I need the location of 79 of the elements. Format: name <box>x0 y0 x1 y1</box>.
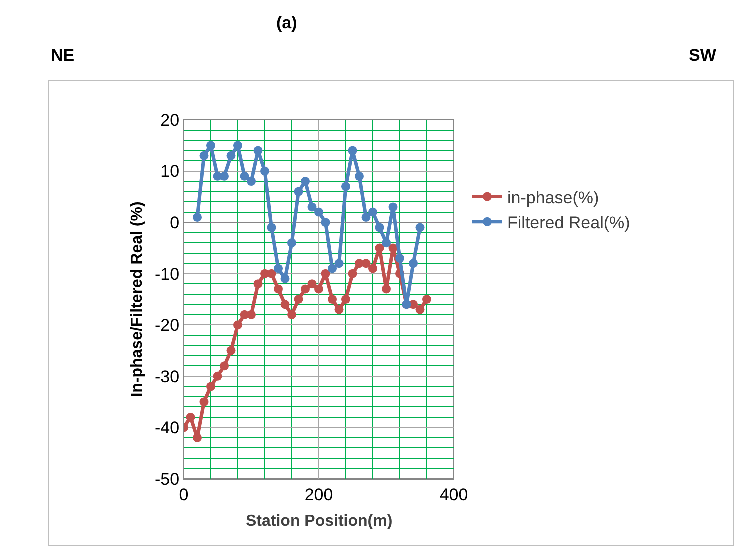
point <box>294 187 304 196</box>
point <box>396 254 404 263</box>
point <box>334 305 344 314</box>
point <box>226 346 236 356</box>
point <box>213 372 222 381</box>
y-tick-label: -50 <box>155 470 180 489</box>
point <box>254 146 263 156</box>
point <box>240 172 250 181</box>
y-tick-label: -20 <box>155 316 180 336</box>
point <box>200 151 209 160</box>
point <box>301 177 310 186</box>
point <box>342 182 350 192</box>
point <box>274 264 283 274</box>
point <box>288 238 296 248</box>
y-tick-label: -30 <box>155 367 180 386</box>
point <box>388 244 398 253</box>
point <box>362 259 371 268</box>
point <box>348 146 358 156</box>
point <box>220 362 229 371</box>
point <box>355 172 364 181</box>
x-tick-label: 400 <box>440 485 468 504</box>
point <box>382 238 391 248</box>
point <box>234 141 242 150</box>
y-tick-label: 10 <box>160 162 180 182</box>
point <box>308 280 317 289</box>
point <box>254 280 263 289</box>
point <box>375 223 384 232</box>
point <box>422 295 432 304</box>
point <box>416 305 425 314</box>
point <box>368 264 378 274</box>
point <box>288 310 296 320</box>
text: SW <box>689 46 718 65</box>
point <box>294 295 304 304</box>
point <box>328 295 337 304</box>
y-tick-label: -10 <box>155 264 180 284</box>
point <box>193 212 202 222</box>
point <box>328 264 337 274</box>
point <box>321 218 330 228</box>
point <box>362 212 371 222</box>
point <box>267 223 276 232</box>
point <box>375 244 384 253</box>
point <box>186 412 196 422</box>
point <box>342 295 350 304</box>
y-tick-label: -40 <box>155 418 180 438</box>
point <box>226 151 236 160</box>
point <box>267 269 276 278</box>
point <box>368 208 378 217</box>
y-axis-title: In-phase/Filtered Real (%) <box>128 202 146 398</box>
point <box>247 177 256 186</box>
x-tick-label: 200 <box>304 485 334 504</box>
point <box>301 284 310 294</box>
point <box>200 398 209 407</box>
point <box>314 208 324 217</box>
point <box>206 382 216 392</box>
point <box>247 310 256 320</box>
chart-title: (a) <box>276 13 298 32</box>
point <box>220 172 229 181</box>
point <box>274 284 283 294</box>
point <box>321 269 330 278</box>
legend-label: in-phase(%) <box>508 188 600 208</box>
legend-label: Filtered Real(%) <box>508 214 630 233</box>
point <box>280 274 290 284</box>
point <box>388 202 398 212</box>
point <box>234 320 242 330</box>
point <box>334 259 344 268</box>
y-tick-label: 0 <box>170 214 180 233</box>
point <box>193 433 202 442</box>
y-tick-label: 20 <box>160 110 180 130</box>
x-axis-title: Station Position(m) <box>246 513 393 530</box>
point <box>280 300 290 310</box>
point <box>308 202 317 212</box>
point <box>348 269 358 278</box>
point <box>416 223 425 232</box>
point <box>260 166 270 176</box>
point <box>314 284 324 294</box>
point <box>206 141 216 150</box>
point <box>382 284 391 294</box>
point <box>409 259 418 268</box>
text: NE <box>51 46 75 65</box>
